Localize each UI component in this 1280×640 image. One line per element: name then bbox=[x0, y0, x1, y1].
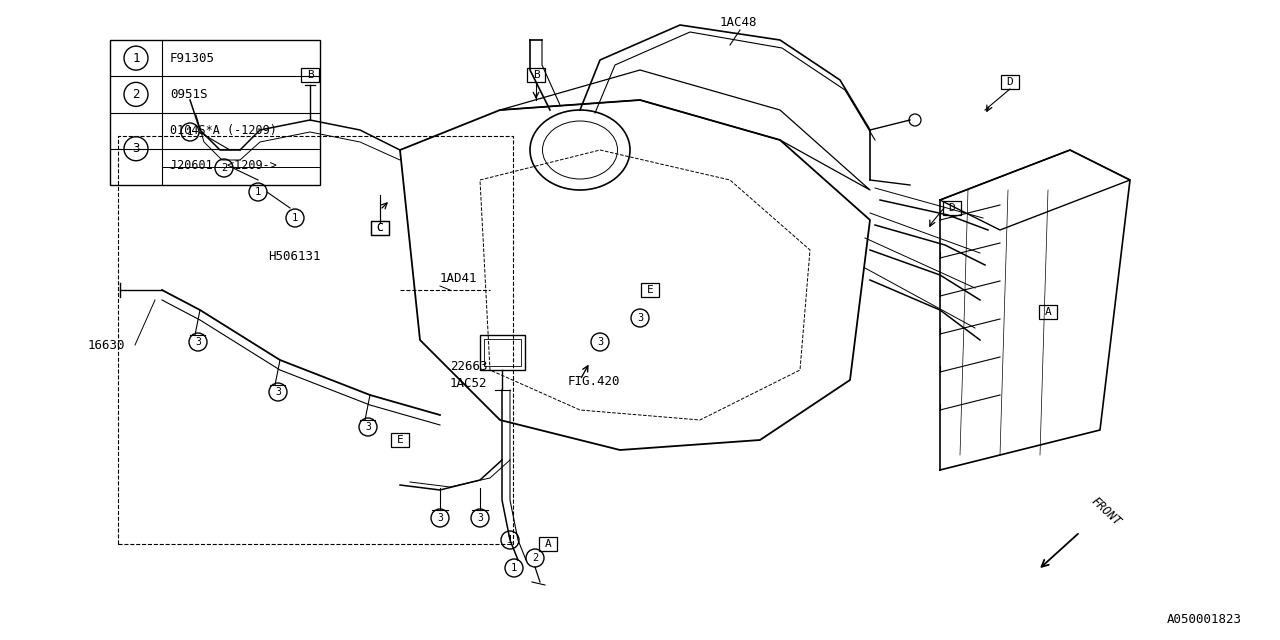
Bar bbox=[484, 339, 521, 366]
Text: H506131: H506131 bbox=[268, 250, 320, 263]
Bar bbox=[641, 283, 659, 297]
Text: 1: 1 bbox=[292, 213, 298, 223]
Text: 3: 3 bbox=[637, 313, 643, 323]
Bar bbox=[301, 68, 319, 82]
Text: 1AD41: 1AD41 bbox=[440, 272, 477, 285]
Text: 0104S*A (-1209): 0104S*A (-1209) bbox=[170, 124, 276, 137]
Bar bbox=[118, 136, 513, 544]
Text: 3: 3 bbox=[436, 513, 443, 523]
Text: 3: 3 bbox=[132, 142, 140, 156]
Bar bbox=[1039, 305, 1057, 319]
Text: F91305: F91305 bbox=[170, 52, 215, 65]
Bar bbox=[527, 68, 545, 82]
Text: 1: 1 bbox=[132, 52, 140, 65]
Text: 2: 2 bbox=[532, 553, 538, 563]
Text: 1AC52: 1AC52 bbox=[451, 377, 488, 390]
Text: C: C bbox=[376, 223, 384, 233]
Text: C: C bbox=[376, 223, 384, 233]
Text: 3: 3 bbox=[596, 337, 603, 347]
Text: 2: 2 bbox=[132, 88, 140, 101]
Bar bbox=[1001, 75, 1019, 89]
Text: J20601  <1209->: J20601 <1209-> bbox=[170, 159, 276, 172]
Text: A: A bbox=[544, 539, 552, 549]
Bar bbox=[110, 40, 320, 185]
Text: 1: 1 bbox=[507, 535, 513, 545]
Text: 22663: 22663 bbox=[451, 360, 488, 373]
Text: 3: 3 bbox=[275, 387, 280, 397]
Text: FIG.420: FIG.420 bbox=[568, 375, 621, 388]
Bar bbox=[539, 537, 557, 551]
Text: 3: 3 bbox=[195, 337, 201, 347]
Text: B: B bbox=[307, 70, 314, 80]
Text: 1AC48: 1AC48 bbox=[721, 16, 758, 29]
Bar bbox=[943, 201, 961, 215]
Text: 1: 1 bbox=[187, 127, 193, 137]
Text: 0951S: 0951S bbox=[170, 88, 207, 101]
Text: E: E bbox=[397, 435, 403, 445]
Text: 1: 1 bbox=[255, 187, 261, 197]
Text: 1: 1 bbox=[511, 563, 517, 573]
Bar bbox=[480, 335, 525, 370]
Text: 3: 3 bbox=[365, 422, 371, 432]
Text: D: D bbox=[948, 203, 955, 213]
Text: 16630: 16630 bbox=[88, 339, 125, 351]
Bar bbox=[371, 221, 389, 235]
Text: A050001823: A050001823 bbox=[1167, 613, 1242, 626]
Bar bbox=[390, 433, 410, 447]
Text: E: E bbox=[646, 285, 653, 295]
Text: 3: 3 bbox=[477, 513, 483, 523]
Bar bbox=[371, 221, 389, 235]
Text: D: D bbox=[1006, 77, 1014, 87]
Text: A: A bbox=[1044, 307, 1051, 317]
Text: 2: 2 bbox=[221, 163, 227, 173]
Text: B: B bbox=[532, 70, 539, 80]
Text: FRONT: FRONT bbox=[1088, 494, 1123, 528]
